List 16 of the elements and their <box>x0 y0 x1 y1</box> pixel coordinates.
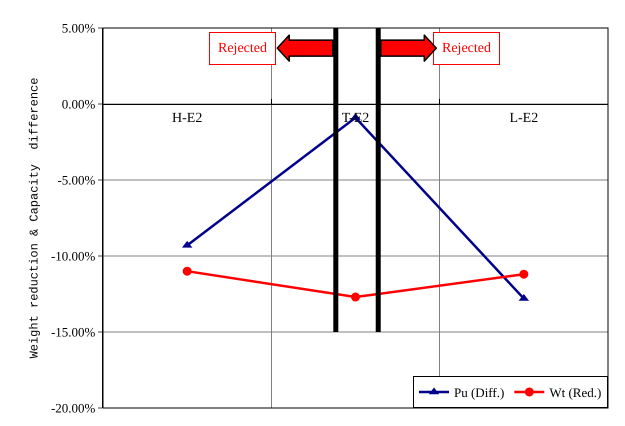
x-tick-label: L-E2 <box>509 110 538 126</box>
y-tick-label: -5.00% <box>57 172 96 188</box>
annotation: Rejected <box>218 41 267 56</box>
y-tick-label: -10.00% <box>50 248 96 264</box>
y-tick-label: -20.00% <box>50 400 96 416</box>
x-tick-label: H-E2 <box>172 110 202 126</box>
point <box>351 292 360 302</box>
annotation: Rejected <box>442 41 491 56</box>
legend-label: Pu (Diff.) <box>454 385 504 400</box>
y-tick-label: 5.00% <box>62 20 96 36</box>
y-tick-label: 0.00% <box>62 96 96 112</box>
y-tick-label: -15.00% <box>50 324 96 340</box>
legend-label: Wt (Red.) <box>549 385 602 400</box>
point <box>519 270 528 279</box>
point <box>182 266 192 276</box>
y-axis-title: Weight reduction & Capacity difference <box>27 78 42 358</box>
